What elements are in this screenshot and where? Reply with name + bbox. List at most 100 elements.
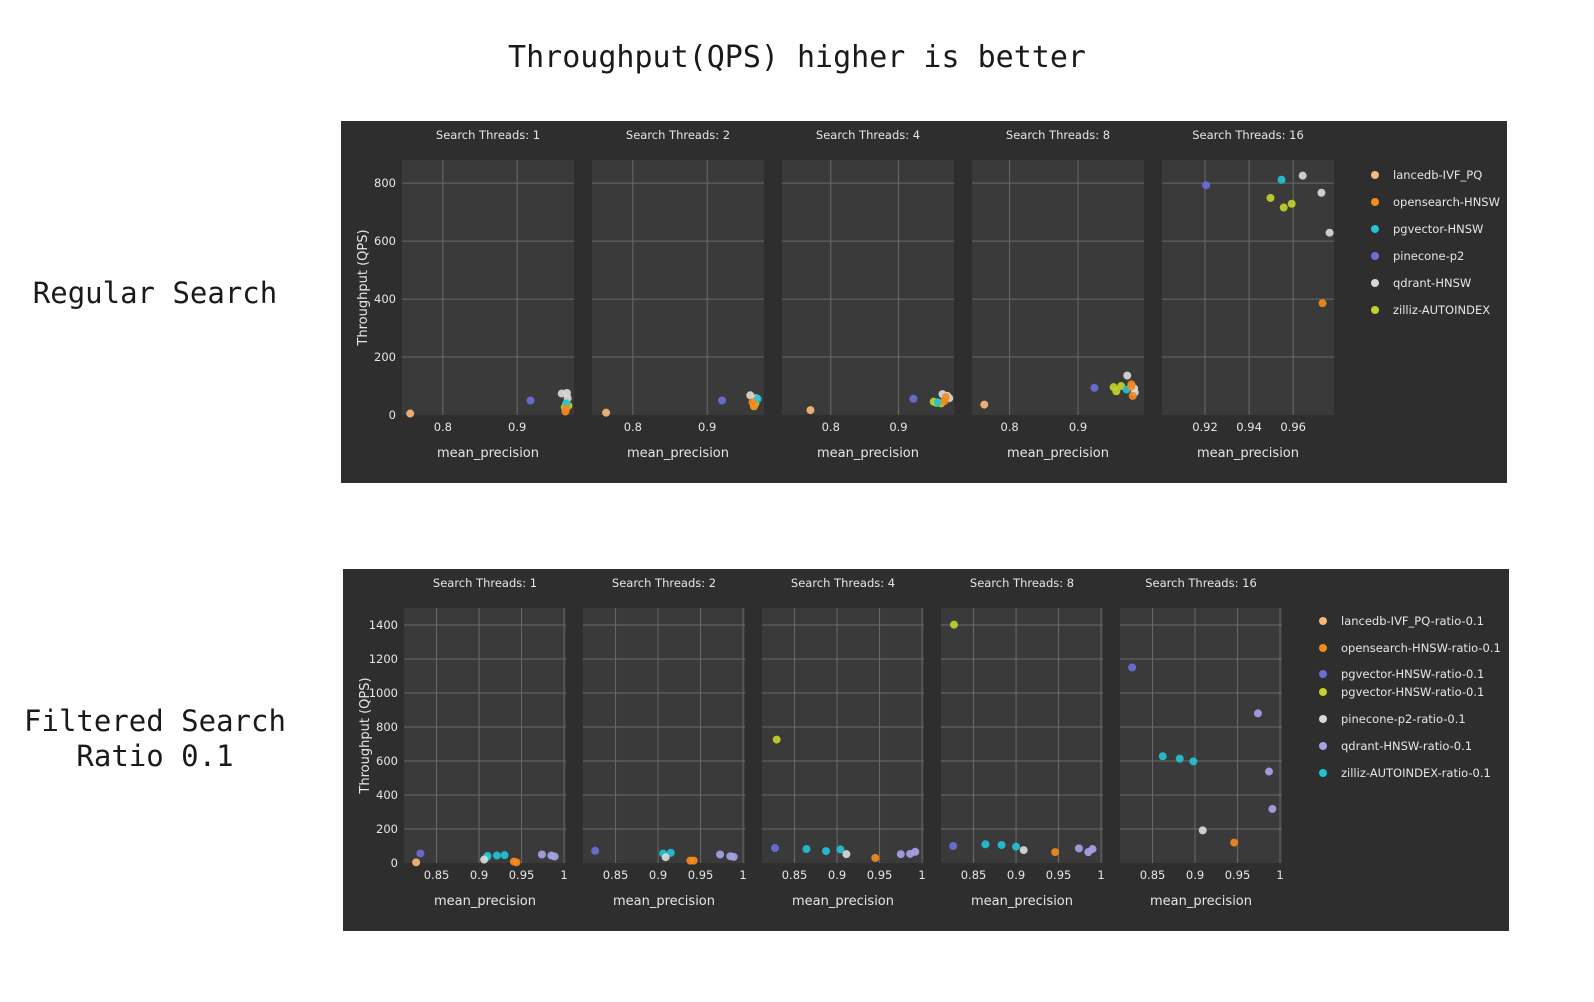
x-tick-label: 0.9 — [508, 420, 526, 434]
x-tick-label: 0.9 — [649, 868, 667, 882]
data-point-zilliz-AUTOINDEX-ratio-0.1 — [1175, 754, 1184, 763]
x-axis-title: mean_precision — [1007, 446, 1109, 461]
data-point-pinecone-p2-ratio-0.1 — [842, 850, 851, 859]
section-label-regular-search: Regular Search — [0, 276, 310, 311]
y-tick-label: 800 — [376, 720, 398, 734]
x-tick-label: 0.9 — [470, 868, 488, 882]
facet-title: Search Threads: 8 — [1006, 128, 1110, 142]
data-point-zilliz-AUTOINDEX-ratio-0.1 — [802, 845, 811, 854]
data-point-zilliz-AUTOINDEX-ratio-0.1 — [492, 851, 501, 860]
filtered-search-chart: Throughput (QPS) 0 200 400 600 800 1000 1200 140… — [343, 569, 1509, 931]
legend-marker — [1371, 306, 1379, 314]
data-point-opensearch-HNSW — [1127, 382, 1136, 391]
page-title: Throughput(QPS) higher is better — [508, 40, 1086, 75]
data-point-qdrant-HNSW-ratio-0.1 — [1264, 767, 1273, 776]
data-point-pinecone-p2-ratio-0.1 — [1198, 826, 1207, 835]
legend-marker — [1371, 252, 1379, 260]
data-point-zilliz-AUTOINDEX-ratio-0.1 — [981, 840, 990, 849]
x-tick-label: 1 — [560, 868, 567, 882]
x-tick-label: 0.96 — [1280, 420, 1306, 434]
facet-title: Search Threads: 2 — [626, 128, 730, 142]
facet-plot-area — [762, 608, 924, 863]
y-tick-label: 600 — [376, 754, 398, 768]
data-point-qdrant-HNSW-ratio-0.1 — [716, 850, 725, 859]
x-tick-label: 0.8 — [1000, 420, 1018, 434]
data-point-pinecone-p2-ratio-0.1 — [480, 855, 489, 864]
facet-title: Search Threads: 4 — [816, 128, 920, 142]
facet-2: 0.85 0.9 0.95 1 Search Threads: 2 mean_precis… — [583, 576, 747, 909]
data-point-pinecone-p2-ratio-0.1 — [1019, 846, 1028, 855]
filtered-search-chart-svg: Throughput (QPS) 0 200 400 600 800 1000 1200 140… — [358, 576, 1501, 909]
x-tick-label: 0.85 — [424, 868, 450, 882]
legend-label: pgvector-HNSW-ratio-0.1 — [1341, 685, 1484, 699]
data-point-lancedb-IVF_PQ — [602, 408, 611, 417]
data-point-zilliz-AUTOINDEX-ratio-0.1 — [1012, 842, 1021, 851]
x-axis-title: mean_precision — [437, 446, 539, 461]
data-point-zilliz-AUTOINDEX — [1287, 199, 1296, 208]
facet-plot-area — [782, 160, 954, 415]
y-tick-label: 400 — [374, 292, 396, 306]
x-tick-label: 0.85 — [1140, 868, 1166, 882]
data-point-zilliz-AUTOINDEX — [1279, 203, 1288, 212]
y-tick-label: 200 — [374, 350, 396, 364]
data-point-pgvector-HNSW-ratio-0.1 — [1128, 663, 1137, 672]
x-tick-label: 0.8 — [624, 420, 642, 434]
x-tick-label: 0.94 — [1236, 420, 1262, 434]
legend-marker — [1319, 644, 1327, 652]
data-point-qdrant-HNSW-ratio-0.1 — [729, 852, 738, 861]
section-label-filtered-search: Filtered Search Ratio 0.1 — [0, 704, 310, 774]
x-tick-label: 0.8 — [822, 420, 840, 434]
x-axis-title: mean_precision — [434, 894, 536, 909]
data-point-qdrant-HNSW — [1325, 228, 1334, 237]
data-point-opensearch-HNSW — [561, 407, 570, 416]
legend-label: lancedb-IVF_PQ-ratio-0.1 — [1341, 614, 1484, 628]
data-point-opensearch-HNSW — [941, 393, 950, 402]
data-point-qdrant-HNSW-ratio-0.1 — [1088, 845, 1097, 854]
facet-3: 0.8 0.9 Search Threads: 4 mean_precision — [782, 128, 954, 461]
section-label-line: Regular Search — [32, 276, 278, 310]
facet-5: 0.92 0.94 0.96 Search Threads: 16 mean_preci… — [1162, 128, 1334, 461]
facet-title: Search Threads: 2 — [612, 576, 716, 590]
section-label-line: Ratio 0.1 — [76, 739, 234, 773]
y-tick-label: 1400 — [369, 618, 398, 632]
data-point-lancedb-IVF_PQ — [406, 409, 415, 418]
data-point-pinecone-p2 — [1202, 181, 1211, 190]
x-axis-title: mean_precision — [613, 894, 715, 909]
x-tick-label: 1 — [739, 868, 746, 882]
x-tick-label: 0.9 — [889, 420, 907, 434]
legend-marker — [1319, 670, 1327, 678]
data-point-opensearch-HNSW-ratio-0.1 — [512, 858, 521, 867]
data-point-qdrant-HNSW-ratio-0.1 — [1253, 709, 1262, 718]
data-point-zilliz-AUTOINDEX-ratio-0.1 — [1189, 757, 1198, 766]
regular-search-chart-svg: Throughput (QPS) 0 200 400 600 800 0.8 0.9 Searc… — [356, 128, 1500, 461]
data-point-opensearch-HNSW — [749, 401, 758, 410]
y-tick-label: 0 — [391, 856, 398, 870]
facet-plot-area — [1162, 160, 1334, 415]
data-point-qdrant-HNSW-ratio-0.1 — [550, 852, 559, 861]
data-point-pgvector-HNSW-ratio-0.1 — [591, 846, 600, 855]
x-tick-label: 0.9 — [828, 868, 846, 882]
legend-label: lancedb-IVF_PQ — [1393, 168, 1482, 182]
x-tick-label: 0.95 — [509, 868, 535, 882]
x-tick-label: 0.9 — [1186, 868, 1204, 882]
data-point-opensearch-HNSW — [1318, 299, 1327, 308]
y-axis-title: Throughput (QPS) — [356, 229, 371, 346]
x-tick-label: 1 — [1276, 868, 1283, 882]
data-point-opensearch-HNSW-ratio-0.1 — [871, 853, 880, 862]
x-tick-label: 0.85 — [603, 868, 629, 882]
legend-label: qdrant-HNSW — [1393, 276, 1471, 290]
facet-title: Search Threads: 1 — [433, 576, 537, 590]
x-tick-label: 0.85 — [961, 868, 987, 882]
x-tick-label: 1 — [918, 868, 925, 882]
data-point-pinecone-p2 — [1090, 383, 1099, 392]
facet-3: 0.85 0.9 0.95 1 Search Threads: 4 mean_precis… — [762, 576, 926, 909]
data-point-lancedb-IVF_PQ — [806, 406, 815, 415]
legend-label: pinecone-p2-ratio-0.1 — [1341, 712, 1466, 726]
legend-label: qdrant-HNSW-ratio-0.1 — [1341, 739, 1472, 753]
x-tick-label: 0.8 — [434, 420, 452, 434]
facet-1: 0.85 0.9 0.95 1 Search Threads: 1 mean_precis… — [404, 576, 568, 909]
x-tick-label: 0.92 — [1192, 420, 1218, 434]
data-point-pgvector-HNSW — [1277, 175, 1286, 184]
data-point-pinecone-p2-ratio-0.1 — [661, 853, 670, 862]
data-point-zilliz-AUTOINDEX-ratio-0.1 — [500, 851, 509, 860]
